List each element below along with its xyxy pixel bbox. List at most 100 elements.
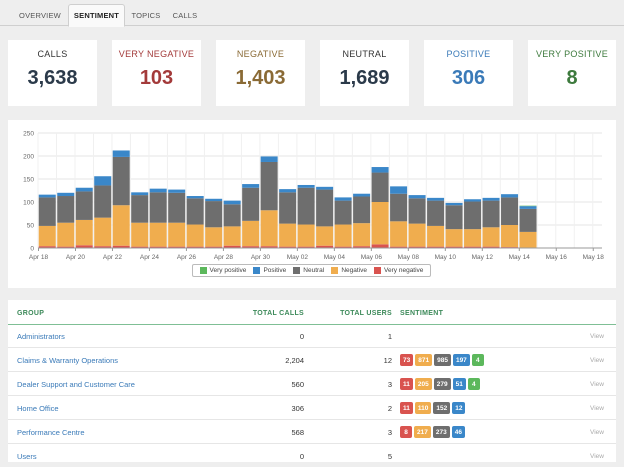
bar-segment-very-negative bbox=[149, 246, 167, 248]
kpi-value: 103 bbox=[139, 67, 174, 89]
sentiment-count-badge: 279 bbox=[433, 378, 451, 390]
legend-item-negative[interactable]: Negative bbox=[331, 267, 367, 274]
header-total-users: TOTAL USERS bbox=[340, 310, 392, 317]
bar-segment-very-negative bbox=[371, 244, 389, 248]
x-tick-label: Apr 20 bbox=[66, 254, 86, 261]
tab-overview[interactable]: OVERVIEW bbox=[19, 10, 61, 20]
legend-swatch bbox=[374, 267, 382, 274]
bar-segment-positive bbox=[131, 192, 149, 196]
bar-segment-negative bbox=[427, 225, 445, 247]
kpi-value: 1,689 bbox=[339, 67, 390, 89]
kpi-card-positive: POSITIVE 306 bbox=[424, 40, 513, 106]
bar-segment-negative bbox=[223, 226, 241, 246]
total-calls-cell: 568 bbox=[291, 428, 304, 437]
sentiment-count-badge: 205 bbox=[414, 378, 432, 390]
legend-swatch bbox=[253, 267, 261, 274]
view-link[interactable]: View bbox=[590, 381, 604, 388]
bar-segment-positive bbox=[501, 194, 519, 198]
bar-segment-neutral bbox=[482, 200, 500, 228]
bar-segment-neutral bbox=[390, 193, 408, 222]
bar-segment-positive bbox=[390, 186, 408, 194]
bar-segment-negative bbox=[112, 205, 130, 246]
bar-segment-negative bbox=[242, 220, 260, 247]
legend-item-very-negative[interactable]: Very negative bbox=[374, 267, 423, 274]
x-tick-label: May 18 bbox=[583, 254, 605, 261]
bar-segment-neutral bbox=[279, 192, 297, 224]
x-tick-label: May 04 bbox=[324, 254, 346, 261]
sentiment-count-badge: 110 bbox=[414, 402, 432, 414]
legend-label: Positive bbox=[263, 267, 287, 274]
bar-segment-neutral bbox=[131, 195, 149, 223]
bar-segment-negative bbox=[334, 224, 352, 247]
sentiment-count-badge: 12 bbox=[452, 402, 466, 414]
x-tick-label: Apr 26 bbox=[177, 254, 197, 261]
view-link[interactable]: View bbox=[590, 405, 604, 412]
total-calls-cell: 0 bbox=[299, 452, 304, 461]
tab-bar: OVERVIEW SENTIMENT TOPICS CALLS bbox=[0, 0, 624, 27]
tab-sentiment[interactable]: SENTIMENT bbox=[68, 4, 125, 27]
sentiment-count-badge: 11 bbox=[400, 402, 413, 414]
x-tick-label: Apr 22 bbox=[103, 254, 123, 261]
legend-item-positive[interactable]: Positive bbox=[253, 267, 286, 274]
bar-segment-neutral bbox=[371, 172, 389, 202]
view-link[interactable]: View bbox=[590, 453, 604, 460]
total-calls-cell: 560 bbox=[291, 380, 304, 389]
bar-segment-very-negative bbox=[112, 245, 130, 248]
total-calls-cell: 2,204 bbox=[285, 356, 304, 365]
total-users-cell: 3 bbox=[387, 380, 392, 389]
sentiment-badges: 11 205 279 51 4 bbox=[400, 378, 480, 390]
table-row: Performance Centre 568 3 8 217 273 46 View bbox=[8, 421, 616, 444]
group-link[interactable]: Claims & Warranty Operations bbox=[17, 356, 119, 365]
bar-segment-negative bbox=[445, 229, 463, 247]
x-tick-label: May 02 bbox=[287, 254, 309, 261]
y-tick-label: 150 bbox=[23, 177, 34, 184]
view-link[interactable]: View bbox=[590, 333, 604, 340]
group-link[interactable]: Users bbox=[17, 452, 37, 461]
bar-segment-positive bbox=[464, 199, 482, 202]
x-tick-label: Apr 28 bbox=[214, 254, 234, 261]
bar-segment-neutral bbox=[445, 205, 463, 230]
bar-segment-neutral bbox=[427, 200, 445, 226]
view-link[interactable]: View bbox=[590, 357, 604, 364]
tab-topics[interactable]: TOPICS bbox=[131, 10, 161, 20]
header-total-calls: TOTAL CALLS bbox=[252, 310, 304, 317]
group-link[interactable]: Administrators bbox=[17, 332, 65, 341]
kpi-card-very-negative: VERY NEGATIVE 103 bbox=[112, 40, 201, 106]
kpi-value: 306 bbox=[451, 67, 486, 89]
bar-segment-positive bbox=[408, 195, 426, 199]
bar-segment-neutral bbox=[168, 192, 186, 223]
sentiment-count-badge: 152 bbox=[433, 402, 451, 414]
bar-segment-negative bbox=[57, 222, 75, 247]
bar-segment-positive bbox=[205, 198, 223, 202]
y-tick-label: 50 bbox=[27, 223, 35, 230]
sentiment-stacked-bar-chart: 0 50 100 150 200 250 Apr 18 Apr 20 Apr 22 Apr 24 A… bbox=[23, 131, 605, 262]
bar-segment-very-negative bbox=[186, 246, 204, 248]
legend-item-very-positive[interactable]: Very positive bbox=[199, 267, 246, 274]
kpi-card-neutral: NEUTRAL 1,689 bbox=[320, 40, 409, 106]
bar-segment-negative bbox=[38, 225, 56, 247]
legend-item-neutral[interactable]: Neutral bbox=[293, 267, 324, 274]
bar-segment-negative bbox=[408, 223, 426, 247]
bar-segment-positive bbox=[279, 189, 297, 193]
bar-segment-negative bbox=[316, 226, 334, 246]
group-link[interactable]: Home Office bbox=[17, 404, 59, 413]
bar-segment-neutral bbox=[112, 156, 130, 206]
bar-segment-positive bbox=[334, 197, 352, 201]
y-tick-label: 200 bbox=[23, 154, 34, 161]
bar-segment-negative bbox=[297, 224, 315, 247]
tab-calls[interactable]: CALLS bbox=[172, 10, 198, 20]
bar-segment-neutral bbox=[297, 187, 315, 225]
sentiment-count-badge: 46 bbox=[451, 426, 465, 438]
bar-segment-negative bbox=[205, 227, 223, 247]
sentiment-badges: 11 110 152 12 bbox=[400, 402, 466, 414]
total-users-cell: 5 bbox=[387, 452, 392, 461]
bar-segment-positive bbox=[353, 193, 371, 197]
bar-segment-positive bbox=[57, 192, 75, 197]
bar-segment-negative bbox=[501, 225, 519, 248]
bar-segment-positive bbox=[242, 184, 260, 188]
x-tick-label: May 10 bbox=[435, 254, 457, 261]
group-link[interactable]: Performance Centre bbox=[17, 428, 85, 437]
group-link[interactable]: Dealer Support and Customer Care bbox=[17, 380, 135, 389]
view-link[interactable]: View bbox=[590, 429, 604, 436]
kpi-label: CALLS bbox=[37, 49, 68, 59]
